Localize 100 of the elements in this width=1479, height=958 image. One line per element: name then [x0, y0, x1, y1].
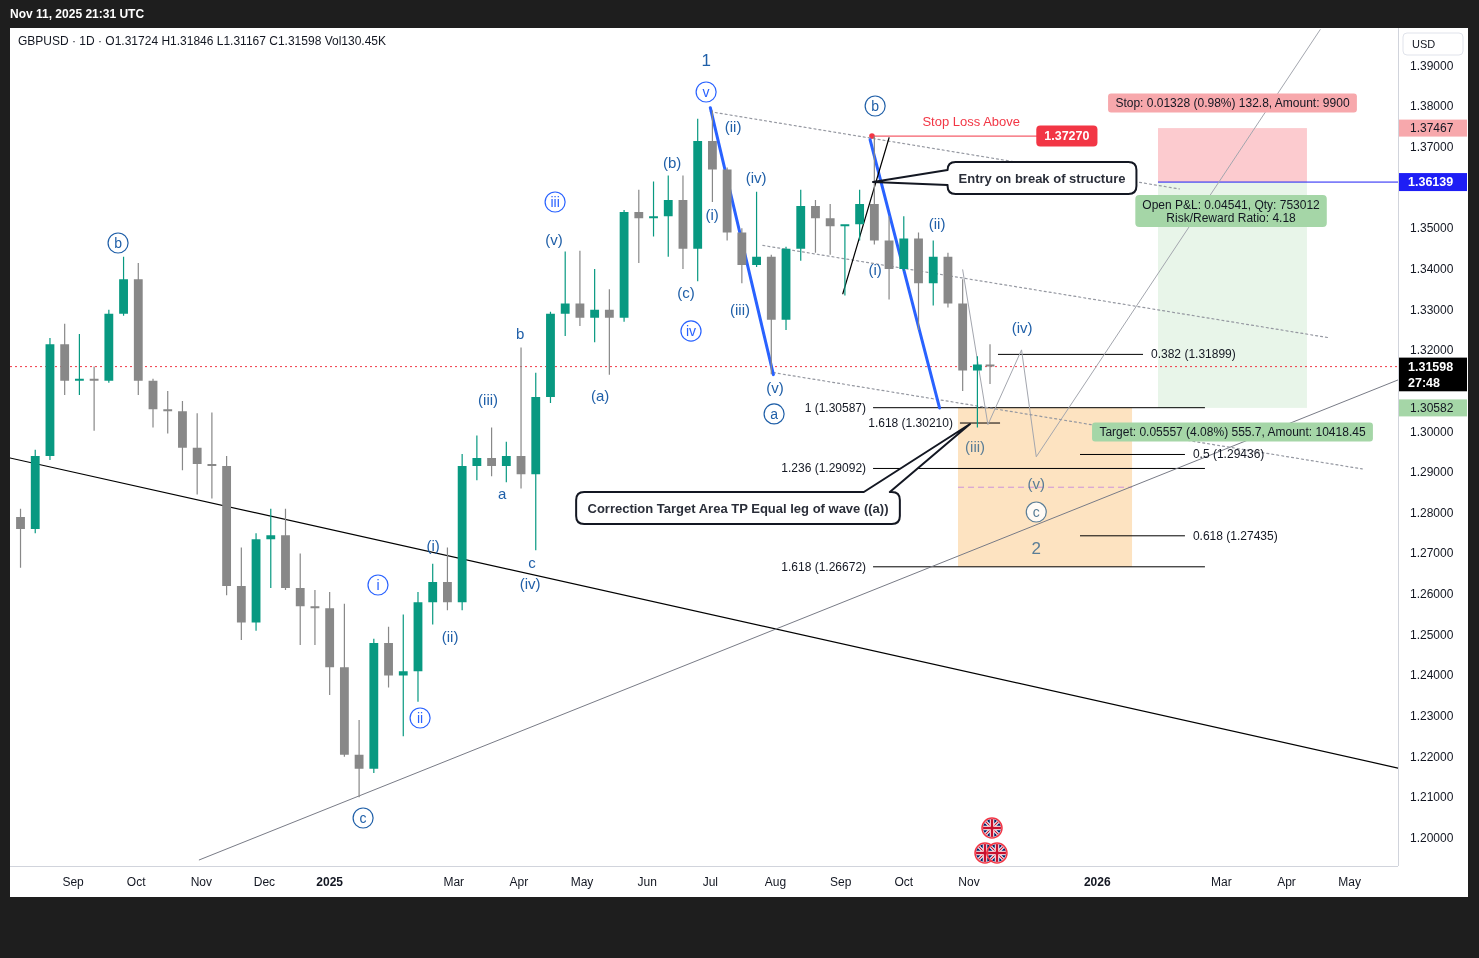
x-tick-label: Apr [1277, 874, 1296, 889]
y-tick-label: 1.32000 [1410, 343, 1454, 358]
candlestick [516, 347, 526, 489]
annotation: (a) [590, 387, 610, 405]
annotation: (iv) [745, 169, 767, 187]
x-tick-label: Sep [830, 874, 852, 889]
y-tick-label: 1.39000 [1410, 58, 1454, 73]
annotation: a [770, 405, 779, 422]
annotation: (b) [662, 153, 682, 171]
x-tick-label: Mar [1211, 874, 1232, 889]
annotation: a [497, 485, 507, 503]
ref-line-label: Stop Loss Above [922, 114, 1021, 130]
candlestick [281, 508, 290, 591]
x-tick-label: Mar [443, 874, 465, 889]
y-tick-label: 1.23000 [1410, 709, 1454, 724]
candlestick [222, 455, 232, 596]
candlestick [236, 547, 246, 641]
ref-line-label: 0.5 (1.29436) [1192, 447, 1265, 462]
candlestick [722, 167, 732, 241]
annotation: (i) [868, 260, 882, 278]
annotation: ii [416, 710, 424, 727]
y-tick-label: 1.33000 [1410, 302, 1454, 317]
annotation: (c) [677, 284, 695, 302]
ref-line-label: 0.382 (1.31899) [1151, 347, 1236, 362]
candlestick [369, 638, 379, 773]
y-tick-label: 1.34000 [1410, 262, 1454, 276]
ref-line-label: 1.236 (1.29092) [781, 461, 867, 476]
x-tick-label: Aug [764, 874, 787, 889]
annotation: Open P&L: 0.04541, Qty: 753012 Risk/Reward Ratio: 4.18 [1142, 198, 1321, 226]
annotation: Correction Target Area TP Equal leg of wave ((a)) [587, 500, 889, 516]
annotation: (iii) [730, 300, 751, 318]
candlestick [619, 210, 629, 322]
y-tick-label: 1.30000 [1410, 424, 1454, 439]
annotation: (ii) [441, 628, 459, 646]
text: GBPUSD · 1D · O1.31724 H1.31846 L1.31167 C1.31598 Vol130.45K [18, 34, 387, 48]
annotation: c [359, 810, 367, 827]
annotation: (v) [545, 230, 563, 248]
candlestick [884, 216, 894, 300]
annotation: (ii) [724, 118, 742, 136]
candlestick [693, 118, 703, 282]
annotation: b [515, 325, 525, 343]
annotation: iii [550, 194, 560, 211]
annotation: (v) [766, 379, 784, 397]
annotation: v [702, 84, 710, 100]
annotation: (iii) [478, 391, 499, 409]
ref-line-label: 1.618 (1.26672) [781, 559, 867, 574]
x-tick-label: Nov [190, 874, 213, 889]
y-tick-label: 1.21000 [1410, 790, 1454, 805]
x-tick-label: Jul [702, 874, 718, 889]
candlestick [133, 262, 143, 395]
chart-subtitle: Nov 11, 2025 21:31 UTC [10, 7, 145, 21]
annotation: (iv) [1011, 319, 1033, 337]
y-tick-label: 1.26000 [1410, 587, 1454, 602]
annotation: (v) [1027, 475, 1046, 493]
ref-line-label: 0.618 (1.27435) [1192, 528, 1278, 543]
annotation: (ii) [928, 215, 946, 233]
annotation: c [1032, 504, 1040, 521]
band-label: Target: 0.05557 (4.08%) 555.7, Amount: 10418.45 [1099, 424, 1366, 439]
annotation: 1.37270 [1044, 129, 1090, 144]
annotation: (i) [705, 205, 719, 223]
annotation: (iii) [965, 438, 986, 456]
annotation: c [528, 553, 537, 571]
x-tick-label: May [1338, 874, 1361, 889]
annotation: 27:48 [1408, 375, 1441, 390]
annotation: 1 [701, 51, 711, 71]
annotation: i [376, 577, 380, 593]
y-tick-label: 1.27000 [1410, 546, 1454, 561]
annotation: b [114, 235, 123, 251]
y-tick-label: 1.38000 [1410, 99, 1454, 114]
y-tick-label: 1.35000 [1410, 221, 1454, 236]
x-tick-label: Jun [637, 874, 657, 889]
candlestick [339, 603, 349, 757]
y-tick-label: 1.28000 [1410, 505, 1454, 520]
annotation: 2 [1031, 538, 1042, 558]
x-tick-label: Oct [126, 874, 147, 889]
candlestick [178, 401, 187, 471]
candlestick [310, 590, 320, 645]
y-tick-label: 1.29000 [1410, 465, 1454, 480]
candlestick [104, 309, 114, 383]
ref-line-label: 1 (1.30587) [804, 400, 867, 415]
candlestick [575, 250, 585, 326]
y-axis-title: USD [1412, 38, 1436, 50]
annotation: Entry on break of structure [958, 170, 1126, 186]
x-tick-label: Nov [958, 874, 980, 889]
candlestick [119, 256, 128, 316]
annotation: (i) [426, 536, 440, 554]
candlestick [737, 228, 747, 284]
ref-line-label: 1.31598 [1408, 359, 1454, 374]
y-tick-label: 1.20000 [1410, 830, 1454, 845]
y-tick-label: 1.37000 [1410, 140, 1454, 155]
annotation: iv [685, 323, 697, 339]
x-tick-label: 2025 [316, 874, 344, 889]
y-tick-label: 1.37467 [1410, 121, 1454, 136]
x-tick-label: Apr [509, 874, 529, 889]
y-tick-label: 1.30582 [1410, 400, 1454, 415]
x-tick-label: Dec [253, 874, 276, 889]
annotation: (iv) [519, 574, 541, 592]
candlestick [796, 189, 806, 261]
annotation: b [871, 98, 880, 114]
candlestick [840, 224, 850, 296]
